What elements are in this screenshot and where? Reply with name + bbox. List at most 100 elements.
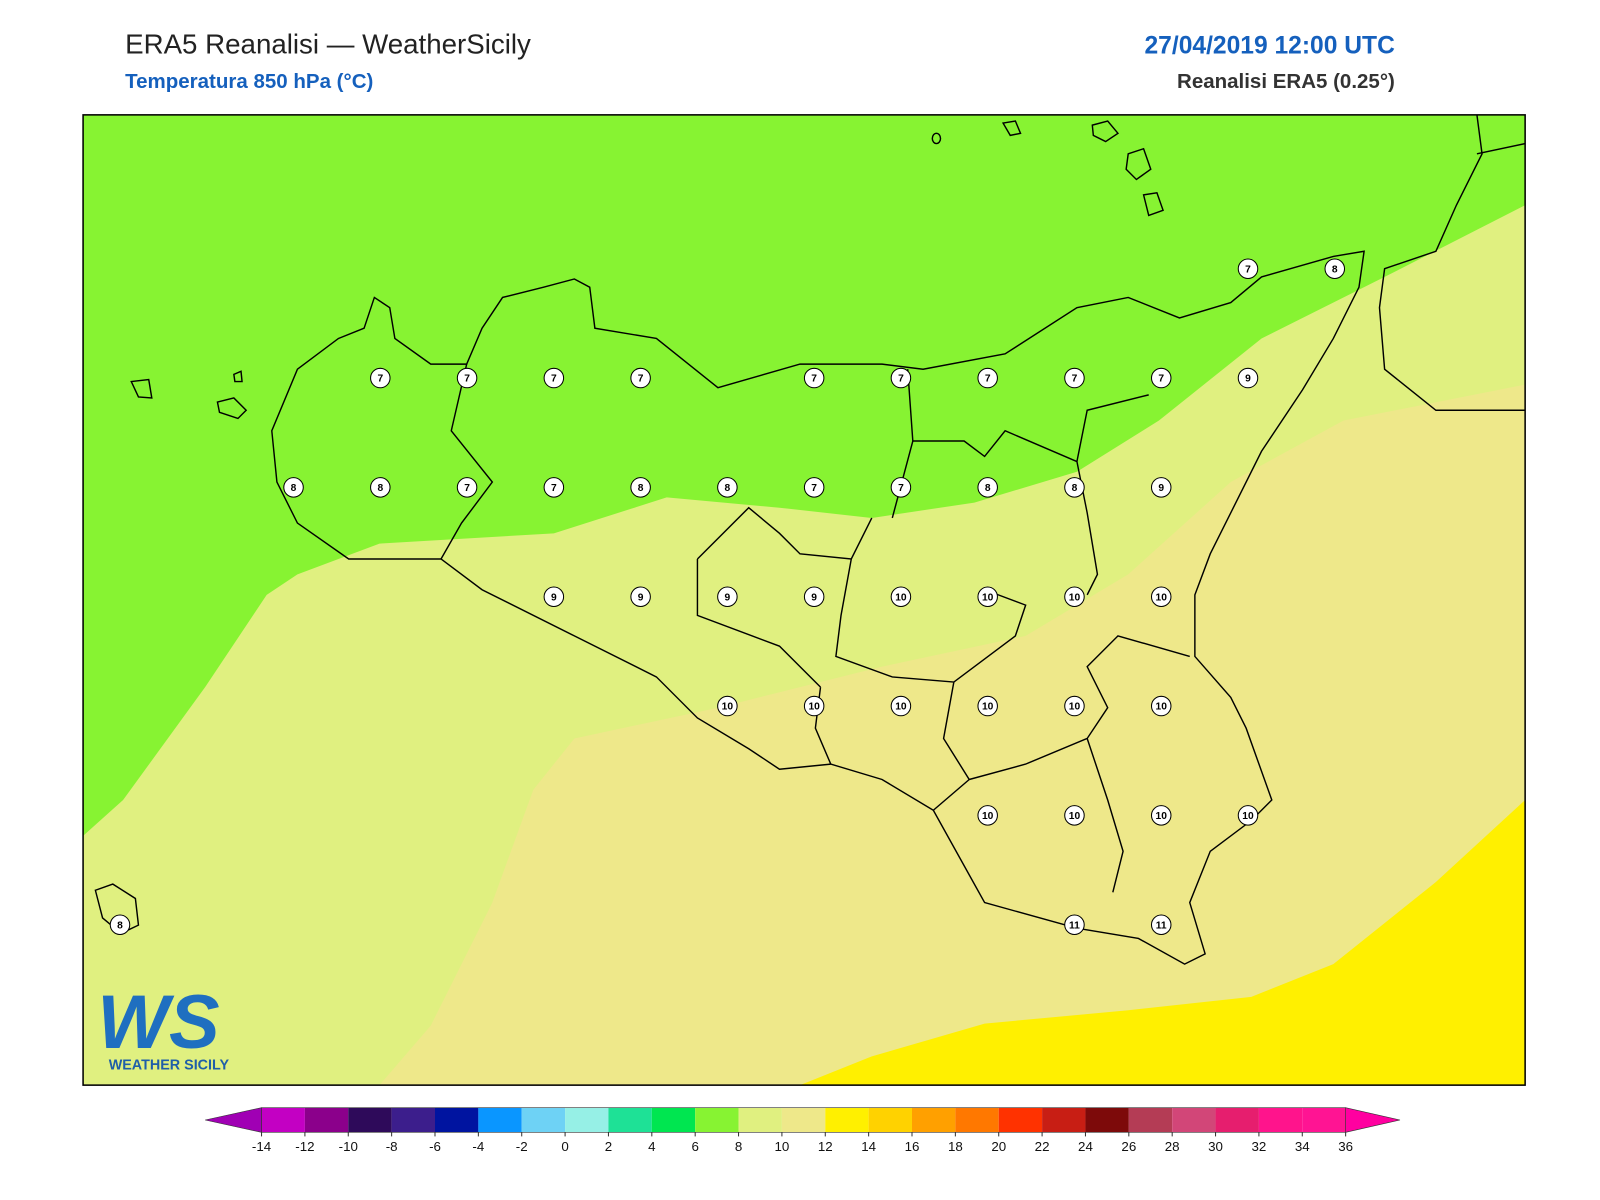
station-marker <box>109 914 131 935</box>
colorbar-tick-label: -10 <box>339 1139 358 1154</box>
station-value: 8 <box>377 483 383 494</box>
colorbar-segment <box>825 1107 869 1133</box>
colorbar-frame <box>261 1107 1346 1133</box>
station-value: 7 <box>551 374 557 385</box>
colorbar-segment <box>348 1107 392 1133</box>
station-marker <box>803 586 825 607</box>
station-marker <box>543 367 565 389</box>
station-value: 8 <box>291 483 297 494</box>
station-value: 10 <box>1069 592 1081 603</box>
colorbar-segment <box>1042 1107 1086 1133</box>
station-value: 7 <box>811 374 817 385</box>
colorbar-tick-label: -8 <box>386 1139 398 1154</box>
field <box>83 114 1526 1086</box>
logo-name: WEATHER SICILY <box>109 1058 230 1074</box>
station-marker <box>1064 367 1085 389</box>
colorbar-segment <box>261 1107 305 1133</box>
colorbar-segment <box>868 1107 912 1133</box>
station-marker <box>283 477 304 498</box>
station: 7 <box>1150 367 1172 389</box>
station: 10 <box>1150 695 1172 717</box>
station-marker <box>630 586 651 607</box>
colorbar-tick-label: 30 <box>1208 1139 1223 1154</box>
station: 8 <box>630 477 651 498</box>
colorbar-segment <box>1215 1107 1259 1133</box>
logo: WS WEATHER SICILY <box>97 980 229 1074</box>
colorbar-over <box>1345 1107 1401 1133</box>
date: 27/04/2019 12:00 UTC <box>1144 32 1395 59</box>
subtitle: Temperatura 850 hPa (°C) <box>125 70 373 93</box>
station-marker <box>1150 695 1172 717</box>
colorbar-segment <box>304 1107 349 1133</box>
colorbar-segment <box>955 1107 999 1133</box>
station: 8 <box>977 477 998 498</box>
station-marker <box>890 367 912 389</box>
station-marker <box>543 477 565 498</box>
colorbar-segment <box>1128 1107 1173 1133</box>
colorbar-tick-label: 16 <box>905 1139 920 1154</box>
station-value: 10 <box>1156 702 1168 713</box>
station-value: 8 <box>985 483 991 494</box>
station-value: 7 <box>985 374 991 385</box>
station: 7 <box>890 477 912 498</box>
station-marker <box>1064 586 1085 607</box>
station: 10 <box>803 695 825 717</box>
station: 7 <box>630 367 651 389</box>
station: 10 <box>890 586 912 607</box>
stations: 7 8 7 7 7 7 7 7 7 7 7 9 8 8 7 7 8 8 7 7 8 8 9 9 9 9 9 10 10 10 10 10 10 1… <box>109 258 1346 935</box>
station-marker <box>1064 695 1085 717</box>
station-value: 10 <box>1069 811 1081 822</box>
station: 8 <box>1064 477 1085 498</box>
station-value: 10 <box>982 592 994 603</box>
station-marker <box>717 695 738 717</box>
station: 7 <box>803 477 825 498</box>
station-value: 7 <box>464 483 470 494</box>
colorbar-segment <box>1258 1107 1303 1133</box>
station: 8 <box>370 477 391 498</box>
coastline <box>94 114 1526 965</box>
colorbar-tick-label: 0 <box>561 1139 568 1154</box>
station-marker <box>1150 914 1172 935</box>
station-marker <box>1150 805 1172 826</box>
station-marker <box>890 477 912 498</box>
station-marker <box>370 367 391 389</box>
station: 10 <box>977 586 998 607</box>
station-marker <box>1150 367 1172 389</box>
colorbar-segment <box>565 1107 609 1133</box>
station: 8 <box>109 914 131 935</box>
station-marker <box>1237 258 1259 279</box>
colorbar-tick-label: 32 <box>1251 1139 1266 1154</box>
station-marker <box>1237 805 1259 826</box>
colorbar-segment <box>1085 1107 1129 1133</box>
station-value: 7 <box>811 483 817 494</box>
colorbar-segment <box>1302 1107 1346 1133</box>
station-value: 8 <box>117 920 123 931</box>
station-value: 10 <box>982 811 994 822</box>
station-value: 7 <box>638 374 644 385</box>
station-value: 8 <box>725 483 731 494</box>
station-marker <box>1237 367 1259 389</box>
station-value: 11 <box>1069 920 1080 931</box>
station: 9 <box>803 586 825 607</box>
station-marker <box>543 586 565 607</box>
station: 9 <box>1150 477 1172 498</box>
station-marker <box>717 477 738 498</box>
colorbar-tick-label: -4 <box>472 1139 484 1154</box>
station-value: 7 <box>1158 374 1164 385</box>
station-marker <box>803 477 825 498</box>
colorbar-tick-label: -14 <box>252 1139 272 1154</box>
station-value: 8 <box>1332 264 1338 275</box>
station: 7 <box>1237 258 1259 279</box>
station-marker <box>977 367 998 389</box>
colorbar-tick-label: -6 <box>429 1139 441 1154</box>
colorbar-tick-label: -2 <box>516 1139 528 1154</box>
station: 10 <box>1064 586 1085 607</box>
station-value: 10 <box>895 592 907 603</box>
colorbar-segment <box>998 1107 1043 1133</box>
colorbar-tick-label: 34 <box>1295 1139 1310 1154</box>
station: 10 <box>977 805 998 826</box>
title: ERA5 Reanalisi — WeatherSicily <box>125 28 531 59</box>
colorbar-tick-label: 6 <box>691 1139 698 1154</box>
station-marker <box>803 695 825 717</box>
